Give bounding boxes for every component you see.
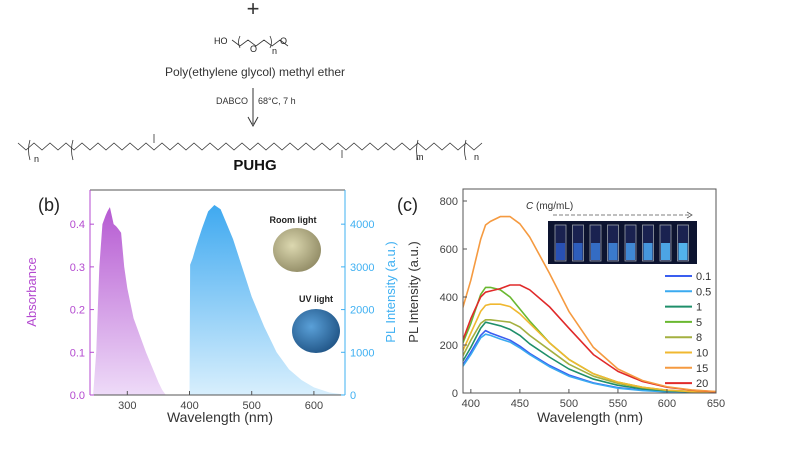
n-subscript: n [272,46,277,56]
legend-label: 20 [696,378,708,390]
panel-c-y-axis-label: PL Intensity (a.u.) [406,241,421,342]
m-subscript: m [416,152,424,162]
n-subscript-left: n [34,154,39,164]
uv-light-photo [292,309,340,353]
panel-b-label: (b) [38,195,60,215]
y-left-tick-label: 0.2 [70,305,85,317]
puhg-chain-structure [17,134,483,161]
plot-frame [462,188,717,394]
uv-light-label: UV light [299,294,333,304]
panel-c-chart: (c) 400 450 500 550 600 650 0 200 400 600 800 PL I… [397,188,725,425]
x-tick-label: 400 [180,400,198,412]
y-right-tick-label: 0 [350,390,356,402]
pl-curve-10 [463,303,716,393]
x-tick-label: 300 [118,400,136,412]
x-tick-label: 600 [658,398,676,410]
y-tick-label: 400 [440,292,458,304]
vial-solution [661,243,670,260]
o-atom: O [250,44,257,54]
legend-label: 0.1 [696,271,711,283]
reagent-label: Poly(ethylene glycol) methyl ether [165,65,345,79]
concentration-unit: (mg/mL) [533,201,573,212]
product-label: PUHG [233,157,276,174]
y-right-tick-label: 2000 [350,305,374,317]
vial-solution [643,243,653,260]
y-left-tick-label: 0.1 [70,347,85,359]
y-tick-label: 600 [440,244,458,256]
legend-label: 15 [696,363,708,375]
panel-c-label: (c) [397,195,418,215]
vials-photo [548,221,697,264]
pl-curve-15 [463,215,716,393]
arrow-head-icon [686,211,693,219]
panel-b-chart: (b) 300 400 500 600 0.0 0.1 0.2 0.3 0.4 0 1000 2000… [24,189,398,425]
legend-label: 0.5 [696,286,711,298]
y-right-tick-label: 3000 [350,262,374,274]
panel-b-x-axis-label: Wavelength (nm) [167,409,273,425]
absorbance-axis-label: Absorbance [24,257,39,326]
vial-solution [678,243,688,260]
panel-c-x-axis-label: Wavelength (nm) [537,409,643,425]
condition-catalyst: DABCO [216,96,248,106]
ho-atom: HO [214,36,228,46]
vial-solution [626,243,635,260]
concentration-symbol: C [526,201,534,212]
o-atom-methyl: O [280,36,287,46]
x-tick-label: 500 [560,398,578,410]
pl-axis-label: PL Intensity (a.u.) [383,241,398,342]
x-tick-label: 600 [305,400,323,412]
concentration-label: C (mg/mL) [526,201,573,212]
reaction-scheme: + HO O n O Poly(ethylene glycol) methyl … [17,0,483,174]
room-light-photo [273,228,321,272]
legend-label: 1 [696,302,702,314]
x-tick-label: 400 [462,398,480,410]
plus-sign: + [247,0,260,21]
absorbance-area [93,207,166,395]
legend-label: 5 [696,317,702,329]
n-subscript-right: n [474,152,479,162]
legend-label: 10 [696,348,708,360]
vial-solution [608,243,618,260]
condition-temperature-time: 68°C, 7 h [258,96,296,106]
x-tick-label: 550 [609,398,627,410]
y-tick-label: 800 [440,196,458,208]
x-tick-label: 650 [707,398,725,410]
y-left-tick-label: 0.3 [70,262,85,274]
y-right-tick-label: 1000 [350,347,374,359]
y-right-tick-label: 4000 [350,219,374,231]
vial-solution [556,243,565,260]
legend-label: 8 [696,332,702,344]
y-tick-label: 0 [452,388,458,400]
y-tick-label: 200 [440,340,458,352]
pl-curve-1 [463,321,716,393]
pl-curve-0.5 [463,333,716,393]
y-left-tick-label: 0.0 [70,390,85,402]
vial-solution [573,243,583,260]
x-tick-label: 500 [243,400,261,412]
peg-structure [231,35,289,49]
vial-solution [591,243,600,260]
y-left-tick-label: 0.4 [70,219,85,231]
arrow-head-icon [247,116,259,128]
room-light-label: Room light [270,215,317,225]
pl-emission-area [189,204,345,395]
x-tick-label: 450 [511,398,529,410]
